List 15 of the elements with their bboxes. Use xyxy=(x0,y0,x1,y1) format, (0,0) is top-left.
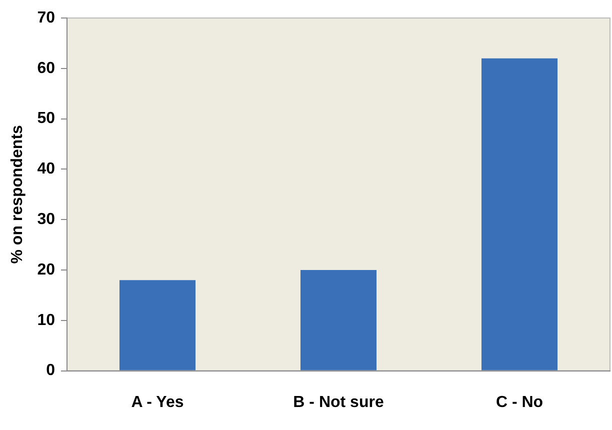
y-tick-label: 0 xyxy=(46,362,56,380)
y-tick-label: 70 xyxy=(37,9,56,26)
x-tick-label: B - Not sure xyxy=(293,394,384,411)
y-tick-label: 60 xyxy=(37,60,56,77)
bar xyxy=(119,280,196,370)
y-tick-label: 40 xyxy=(37,160,56,178)
y-tick-label: 20 xyxy=(37,261,56,278)
x-tick-label: A - Yes xyxy=(131,394,184,411)
bar xyxy=(300,270,377,370)
y-tick-label: 10 xyxy=(37,312,56,329)
y-axis-title: % on respondents xyxy=(9,124,26,264)
x-tick-label: C - No xyxy=(496,394,544,411)
y-tick-label: 30 xyxy=(37,211,56,228)
bar xyxy=(481,58,558,370)
y-tick-label: 50 xyxy=(37,110,56,128)
